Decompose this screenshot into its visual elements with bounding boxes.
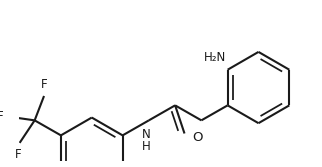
Text: O: O <box>192 131 203 144</box>
Text: N
H: N H <box>142 128 150 153</box>
Text: F: F <box>14 148 21 160</box>
Text: F: F <box>0 110 4 123</box>
Text: H₂N: H₂N <box>204 51 226 64</box>
Text: F: F <box>41 78 47 91</box>
